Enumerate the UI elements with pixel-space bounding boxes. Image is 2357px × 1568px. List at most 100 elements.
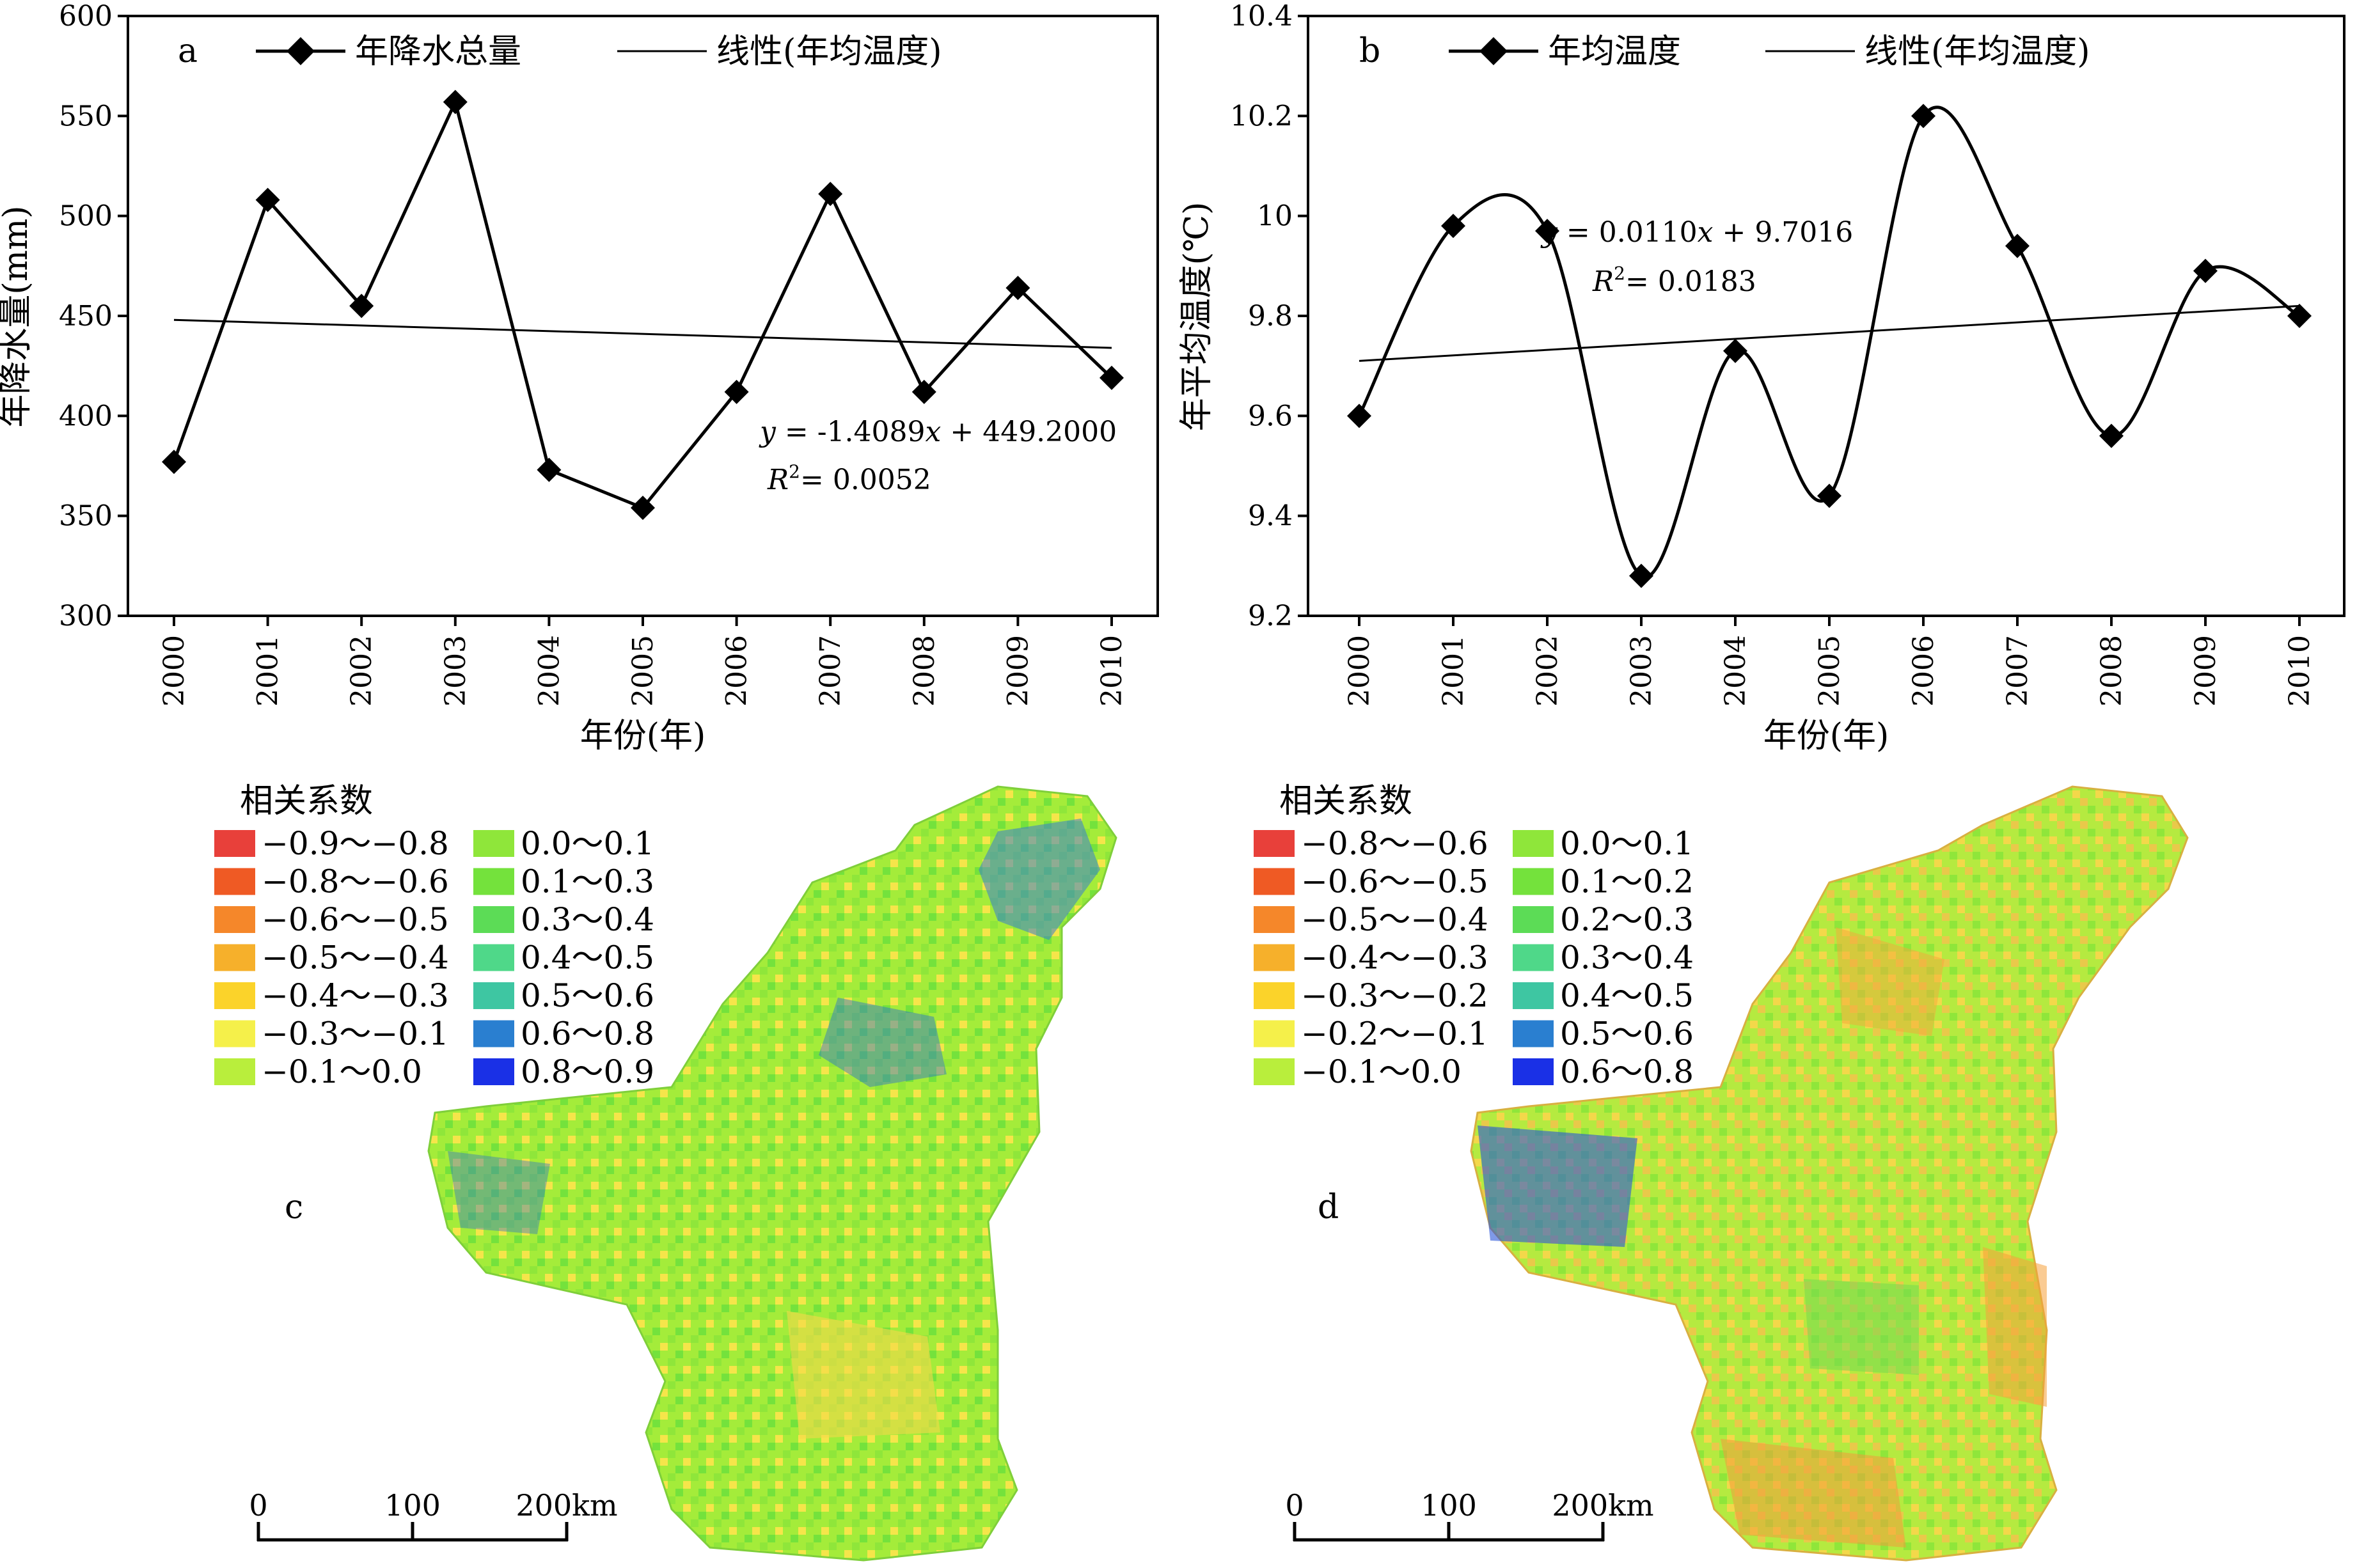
scale-bar-c: 0 100 200km [249,1488,618,1542]
y-tick-label: 10 [1257,200,1293,233]
legend-swatch [1513,1058,1554,1085]
x-tick-label: 2007 [814,635,847,707]
legend-class-label: 0.1～0.2 [1560,863,1694,900]
legend-class-label: −0.1～0.0 [262,1053,422,1090]
legend-class-label: −0.1～0.0 [1301,1053,1462,1090]
legend-class-label: 0.8～0.9 [521,1053,654,1090]
data-point-marker [255,187,280,212]
chart-panel-b: b 年均温度 线性(年均温度) 9.2 9.4 9.6 9.8 10 10.2 10.4 2… [1178,0,2345,755]
y-tick-label: 400 [59,400,113,432]
map-legend-c: −0.9～−0.8−0.8～−0.6−0.6～−0.5−0.5～−0.4−0.4… [214,825,654,1090]
r2-text-b: R2= 0.0183 [1592,263,1756,298]
legend-class-label: −0.8～−0.6 [1301,825,1488,862]
x-tick-label: 2004 [533,635,565,707]
scale-label-d-0: 0 [1285,1488,1304,1523]
data-point-marker [1911,104,1935,129]
legend-a: 年降水总量 线性(年均温度) [256,33,942,71]
y-axis-b: 9.2 9.4 9.6 9.8 10 10.2 10.4 [1230,0,1308,632]
legend-swatch [1513,868,1554,895]
x-tick-label: 2008 [2095,635,2128,707]
y-tick-label: 500 [59,200,113,233]
panel-letter-b: b [1359,32,1380,70]
legend-swatch [1254,982,1295,1009]
y-tick-label: 600 [59,0,113,33]
x-tick-label: 2010 [1096,635,1128,707]
legend-swatch [214,982,255,1009]
legend-class-label: 0.4～0.5 [1560,977,1694,1014]
y-axis-a: 300 350 400 450 500 550 600 [59,0,128,632]
plot-frame-b [1307,15,2345,617]
legend-class-label: 0.6～0.8 [521,1015,654,1053]
legend-swatch [473,944,514,971]
y-tick-label: 10.4 [1230,0,1293,33]
y-tick-label: 550 [59,100,113,132]
data-point-marker [1441,214,1465,239]
legend-swatch [1254,1020,1295,1047]
legend-swatch [1254,906,1295,933]
x-tick-label: 2010 [2283,635,2316,707]
x-tick-label: 2009 [2189,635,2222,707]
legend-swatch [214,830,255,857]
legend-swatch [1513,982,1554,1009]
legend-b: 年均温度 线性(年均温度) [1449,33,2090,71]
legend-class-label: 0.0～0.1 [521,825,654,862]
legend-swatch [473,868,514,895]
equation-b: y = 0.0110x + 9.7016 R2= 0.0183 [1540,216,1853,298]
x-tick-label: 2009 [1002,635,1034,707]
legend-class-label: −0.6～−0.5 [262,901,449,938]
chart-panel-a: a 年降水总量 线性(年均温度) 300 350 400 450 500 550 600 2… [0,0,1159,755]
map-patch-d-east [1983,1247,2047,1407]
data-point-marker [911,379,936,404]
map-patch-d-south [1721,1439,1906,1548]
legend-label-precip: 年降水总量 [355,33,521,71]
x-tick-label: 2000 [1343,635,1376,707]
legend-class-label: 0.3～0.4 [521,901,654,938]
x-axis-a: 2000 2001 2002 2003 2004 2005 2006 2007 2008 2009… [158,616,1128,707]
map-patch-d-west [1478,1125,1637,1247]
legend-swatch [214,944,255,971]
y-tick-label: 350 [59,500,113,533]
map-patch-c-west [448,1151,550,1234]
map-panel-d: 相关系数 −0.8～−0.6−0.6～−0.5−0.5～−0.4−0.4～−0.… [1254,782,2189,1562]
map-legend-title-d: 相关系数 [1279,782,1412,820]
data-point-marker [2193,258,2218,283]
y-axis-title-b: 年平均温度(℃) [1178,202,1216,432]
legend-swatch [1513,1020,1554,1047]
x-tick-label: 2008 [908,635,941,707]
legend-class-label: −0.5～−0.4 [1301,901,1488,938]
legend-class-label: 0.1～0.3 [521,863,654,900]
data-point-marker [1100,365,1124,390]
map-panel-c: 相关系数 −0.9～−0.8−0.8～−0.6−0.6～−0.5−0.5～−0.… [214,782,1117,1562]
x-tick-label: 2007 [2001,635,2034,707]
scale-label-c-200: 200km [516,1488,617,1523]
legend-swatch [1254,830,1295,857]
x-tick-label: 2003 [439,635,472,707]
equation-text-a: y = -1.4089x + 449.2000 [759,416,1117,448]
legend-class-label: −0.4～−0.3 [262,977,449,1014]
map-patch-c-northeast [979,819,1100,940]
legend-class-label: −0.2～−0.1 [1301,1015,1488,1053]
x-axis-title-b: 年份(年) [1763,717,1889,755]
legend-swatch [1513,830,1554,857]
y-tick-label: 450 [59,300,113,333]
data-point-marker [1347,404,1371,428]
data-point-marker [443,90,468,114]
legend-class-label: 0.0～0.1 [1560,825,1694,862]
panel-letter-c: c [285,1188,303,1227]
trend-line [173,318,1112,349]
data-point-marker [162,450,186,474]
markers-temp [1347,104,2312,588]
x-tick-label: 2002 [1531,635,1564,707]
scale-label-d-100: 100 [1421,1488,1477,1523]
legend-swatch [473,830,514,857]
legend-class-label: −0.6～−0.5 [1301,863,1488,900]
equation-a: y = -1.4089x + 449.2000 R2= 0.0052 [759,416,1117,496]
legend-class-label: −0.8～−0.6 [262,863,449,900]
data-point-marker [537,457,562,482]
legend-marker-precip [287,37,315,65]
x-tick-label: 2005 [627,635,659,707]
x-tick-label: 2000 [158,635,191,707]
data-point-marker [349,294,374,318]
